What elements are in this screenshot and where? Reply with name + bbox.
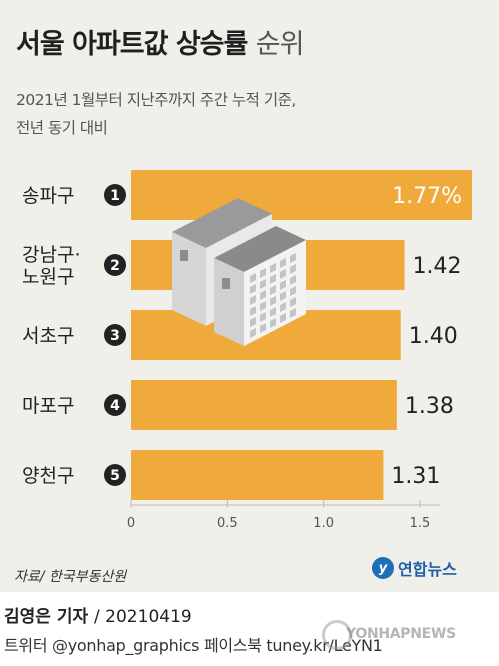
brand-logo: y 연합뉴스 <box>372 556 457 580</box>
byline: 김영은 기자 / 20210419 <box>4 602 192 627</box>
x-tick-label: 1.0 <box>313 516 334 531</box>
category-label: 강남구· <box>22 244 80 266</box>
value-label: 1.77% <box>392 184 462 209</box>
bar <box>131 380 397 430</box>
subtitle-line-1: 2021년 1월부터 지난주까지 주간 누적 기준, <box>16 91 296 109</box>
value-label: 1.38 <box>405 394 454 419</box>
rank-number: 5 <box>110 468 120 484</box>
title-light: 순위 <box>255 29 305 60</box>
apartment-building-icon <box>172 198 306 346</box>
rank-number: 2 <box>110 258 120 274</box>
bar-chart: 0 0.5 1.0 1.5 송파구 1 1.77% 강남구·노원구 2 1.42 서초구 3 1.40 마… <box>22 170 472 531</box>
social-handles: 트위터 @yonhap_graphics 페이스북 tuney.kr/LeYN1 <box>4 636 383 655</box>
rank-badge <box>104 184 126 206</box>
bar <box>131 450 384 500</box>
category-label: 마포구 <box>22 395 74 417</box>
subtitle-line-2: 전년 동기 대비 <box>16 119 108 137</box>
rank-number: 1 <box>110 188 120 204</box>
bar <box>131 170 472 220</box>
watermark: YONHAPNEWS <box>346 626 456 642</box>
category-label: 양천구 <box>22 465 74 487</box>
byline-name: 김영은 기자 <box>4 607 89 627</box>
value-label: 1.42 <box>413 254 462 279</box>
category-label: 송파구 <box>22 185 74 207</box>
x-tick-label: 1.5 <box>410 516 431 531</box>
rank-badge <box>104 254 126 276</box>
category-label: 서초구 <box>22 325 74 347</box>
rank-number: 4 <box>110 398 120 414</box>
category-label: 노원구 <box>22 266 74 288</box>
title-bold: 서울 아파트값 상승률 <box>16 29 248 60</box>
rank-badge <box>104 324 126 346</box>
source-note: 자료/ 한국부동산원 <box>14 569 127 585</box>
rank-badge <box>104 464 126 486</box>
yonhap-logo-icon: y <box>372 557 394 579</box>
value-label: 1.40 <box>409 324 458 349</box>
chart-title: 서울 아파트값 상승률 순위 <box>16 22 305 61</box>
byline-date: / 20210419 <box>94 607 192 627</box>
x-tick-label: 0 <box>127 516 135 531</box>
watermark-circle-icon <box>322 620 352 650</box>
rank-badge <box>104 394 126 416</box>
x-tick-label: 0.5 <box>217 516 238 531</box>
rank-number: 3 <box>110 328 120 344</box>
value-label: 1.31 <box>391 464 440 489</box>
brand-name: 연합뉴스 <box>398 560 457 579</box>
